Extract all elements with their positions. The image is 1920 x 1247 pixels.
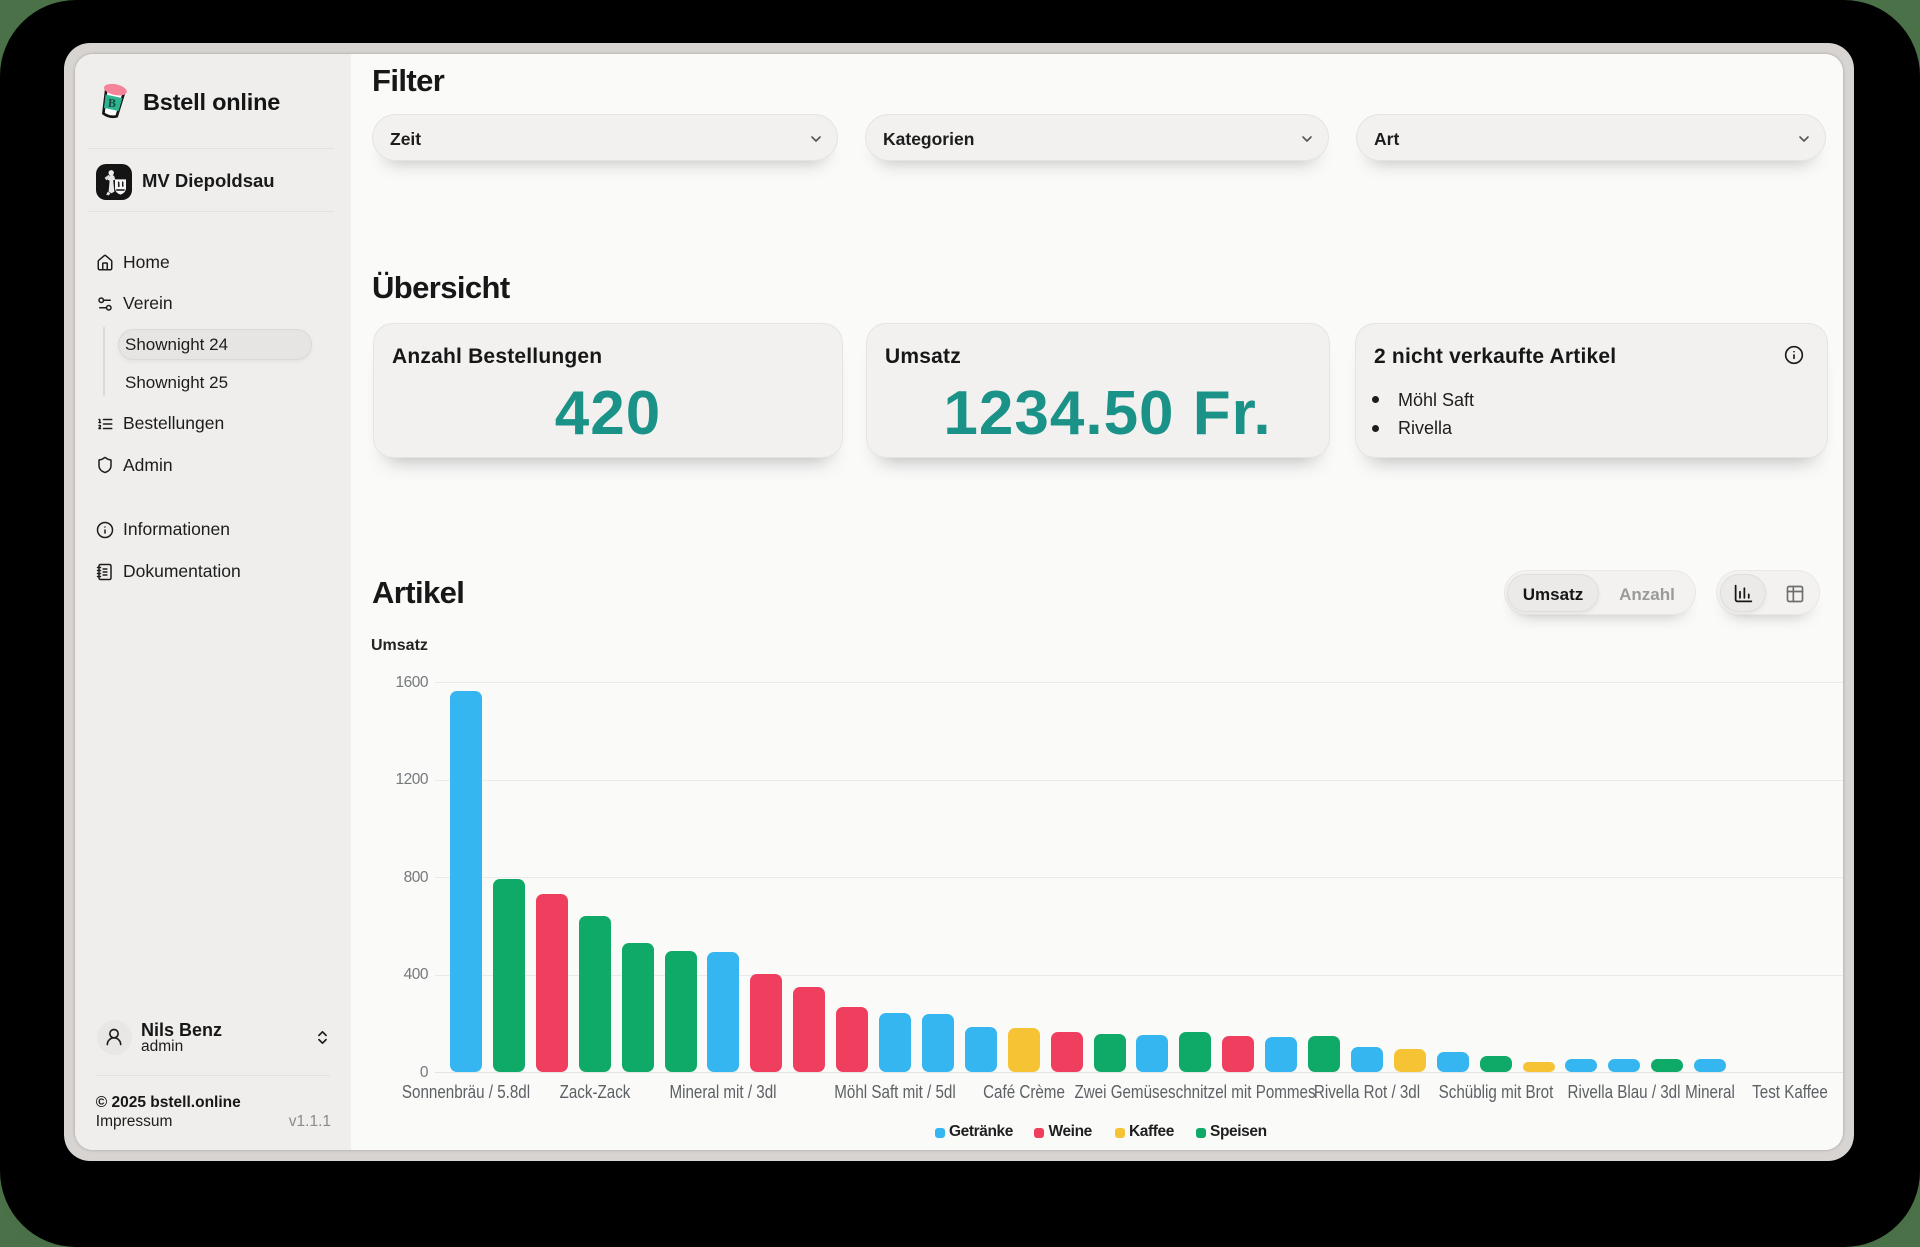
svg-text:B: B xyxy=(108,96,117,111)
